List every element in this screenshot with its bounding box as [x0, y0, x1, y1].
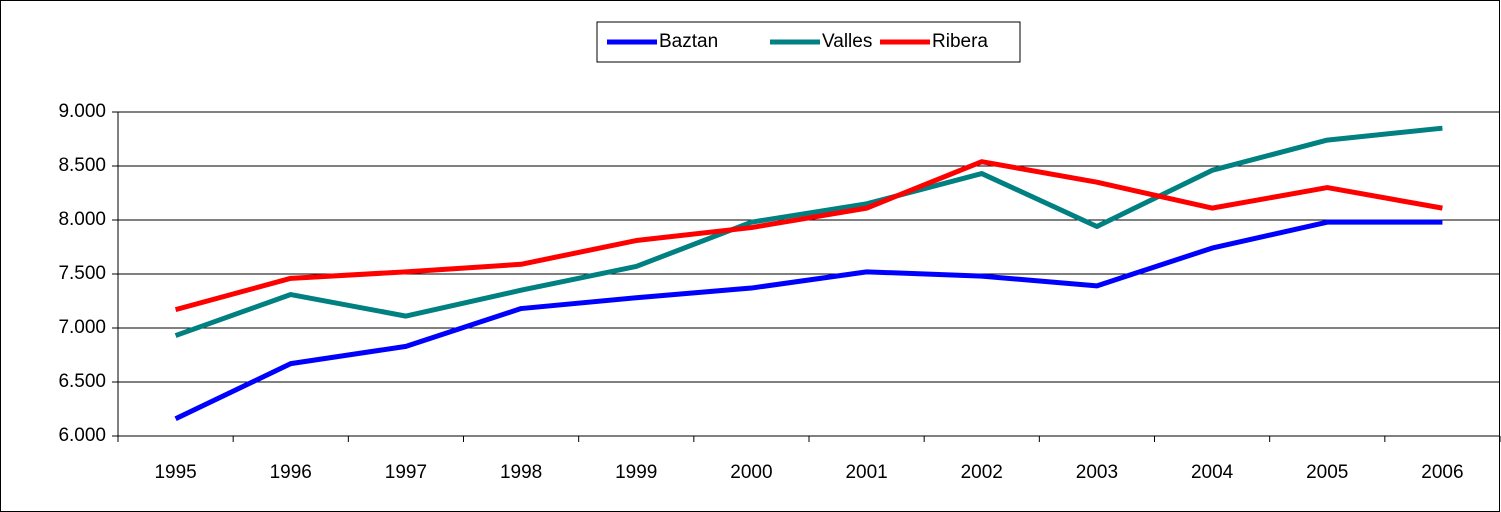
x-tick-label: 2002: [961, 462, 1003, 483]
y-tick-label: 7.500: [58, 263, 106, 284]
x-tick-label: 2003: [1076, 462, 1118, 483]
y-tick-label: 8.500: [58, 155, 106, 176]
x-tick-label: 2001: [845, 462, 887, 483]
x-tick-label: 2005: [1306, 462, 1348, 483]
series-line: [174, 219, 1443, 421]
x-tick-label: 1999: [615, 462, 657, 483]
legend-label: Valles: [822, 31, 872, 52]
x-tick-label: 1996: [270, 462, 312, 483]
y-tick-label: 8.000: [58, 209, 106, 230]
x-tick-label: 1998: [500, 462, 542, 483]
x-tick-label: 2006: [1421, 462, 1463, 483]
x-tick-label: 2000: [730, 462, 772, 483]
x-tick-label: 1997: [385, 462, 427, 483]
x-tick-label: 2004: [1191, 462, 1234, 483]
legend-label: Ribera: [932, 31, 988, 52]
y-tick-label: 6.000: [58, 425, 106, 446]
x-tick-label: 1995: [154, 462, 196, 483]
y-tick-label: 6.500: [58, 371, 106, 392]
legend-label: Baztan: [659, 31, 718, 52]
y-tick-label: 9.000: [58, 101, 106, 122]
y-tick-label: 7.000: [58, 317, 106, 338]
series-line: [174, 159, 1443, 313]
series-line: [174, 125, 1443, 338]
